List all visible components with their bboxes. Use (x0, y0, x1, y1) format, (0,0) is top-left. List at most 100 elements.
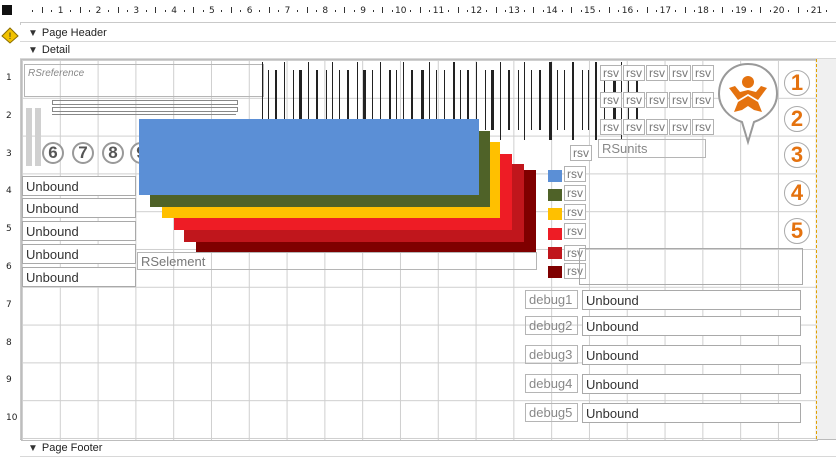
debug-label[interactable]: debug5 (525, 403, 578, 422)
rsv-field[interactable]: rsv (623, 119, 645, 135)
debug-value-field[interactable]: Unbound (582, 345, 801, 365)
ruler-number: 9 (6, 375, 12, 386)
color-swatch-crimson[interactable] (548, 247, 562, 259)
rsv-field[interactable]: rsv (646, 119, 668, 135)
debug-value-field[interactable]: Unbound (582, 290, 801, 310)
page-header-section[interactable]: ▼ Page Header (20, 25, 836, 42)
debug-label[interactable]: debug2 (525, 316, 578, 335)
rsv-field[interactable]: rsv (600, 119, 622, 135)
number-badge-1[interactable]: 1 (784, 70, 810, 96)
ruler-tick (41, 7, 43, 13)
rsunits-field[interactable]: RSunits (598, 139, 706, 158)
vertical-bar-shape[interactable] (26, 108, 32, 166)
ruler-number: 10 (395, 6, 407, 16)
barcode-line (557, 70, 558, 130)
rsv-field[interactable]: rsv (692, 65, 714, 81)
rselement-label: RSelement (141, 253, 206, 269)
ruler-tick (495, 7, 497, 13)
color-swatch-darkred[interactable] (548, 266, 562, 278)
chevron-down-icon: ▼ (28, 442, 38, 454)
line-shape[interactable] (52, 114, 236, 115)
rsv-field[interactable]: rsv (564, 185, 586, 201)
line-shape[interactable] (52, 100, 238, 105)
barcode-line (380, 62, 381, 140)
rsv-field[interactable]: rsv (669, 65, 691, 81)
barcode-line (436, 70, 437, 130)
rsv-field[interactable]: rsv (564, 204, 586, 220)
rsv-field[interactable]: rsv (646, 92, 668, 108)
ruler-number: 8 (6, 337, 12, 348)
barcode-line (429, 62, 430, 140)
number-badge-8[interactable]: 8 (102, 142, 124, 164)
rsv-field[interactable]: rsv (669, 119, 691, 135)
ruler-tick (382, 7, 384, 13)
ruler-tick (712, 10, 714, 12)
debug-value-field[interactable]: Unbound (582, 316, 801, 336)
number-badge-4[interactable]: 4 (784, 180, 810, 206)
detail-section[interactable]: ▼ Detail (20, 42, 836, 59)
debug-label[interactable]: debug4 (525, 374, 578, 393)
horizontal-ruler: 1 2 3 4 5 6 7 8 9 10 11 12 13 14 15 16 17 18 19 20 21 (0, 0, 836, 23)
debug-value-field[interactable]: Unbound (582, 403, 801, 423)
barcode-line (411, 70, 413, 130)
unbound-field-3[interactable]: Unbound (22, 221, 136, 241)
number-badge-7[interactable]: 7 (72, 142, 94, 164)
rsv-field[interactable]: rsv (692, 119, 714, 135)
figure-logo-icon[interactable] (716, 62, 780, 148)
number-badge-2[interactable]: 2 (784, 106, 810, 132)
barcode-line (332, 62, 333, 140)
rsv-field[interactable]: rsv (564, 166, 586, 182)
vertical-bar-shape[interactable] (35, 108, 41, 166)
unbound-field-5[interactable]: Unbound (22, 267, 136, 287)
number-badge-6[interactable]: 6 (42, 142, 64, 164)
ruler-number: 18 (697, 6, 709, 16)
debug-label[interactable]: debug1 (525, 290, 578, 309)
color-swatch-gold[interactable] (548, 208, 562, 220)
rsv-field[interactable]: rsv (646, 65, 668, 81)
barcode-line (372, 70, 373, 130)
ruler-origin-marker[interactable] (2, 5, 12, 15)
barcode-line (539, 70, 541, 130)
number-badge-3[interactable]: 3 (784, 142, 810, 168)
barcode-line (357, 62, 358, 140)
chevron-down-icon: ▼ (28, 27, 38, 39)
rsv-field[interactable]: rsv (564, 223, 586, 239)
chevron-down-icon: ▼ (28, 44, 38, 56)
debug-label[interactable]: debug3 (525, 345, 578, 364)
rsreference-label: RSreference (28, 68, 85, 79)
unbound-field-2[interactable]: Unbound (22, 198, 136, 218)
ruler-tick (108, 10, 110, 12)
page-header-label: Page Header (41, 27, 107, 39)
rsv-field[interactable]: rsv (669, 92, 691, 108)
rsv-field[interactable]: rsv (623, 65, 645, 81)
ruler-number: 4 (171, 6, 177, 16)
ruler-tick (693, 10, 695, 12)
ruler-tick (467, 10, 469, 12)
unbound-field-1[interactable]: Unbound (22, 176, 136, 196)
unbound-field-4[interactable]: Unbound (22, 244, 136, 264)
number-badge-5[interactable]: 5 (784, 218, 810, 244)
rselement-field[interactable]: RSelement (137, 252, 537, 270)
ruler-number: 17 (659, 6, 672, 16)
color-swatch-red[interactable] (548, 228, 562, 240)
ruler-tick (268, 7, 270, 13)
ruler-tick (315, 10, 317, 12)
bar-blue[interactable] (139, 119, 479, 195)
ruler-tick (183, 10, 185, 12)
rsreference-field[interactable]: RSreference (24, 64, 264, 97)
color-swatch-blue[interactable] (548, 170, 562, 182)
barcode-line (339, 70, 340, 130)
rsv-field[interactable]: rsv (600, 65, 622, 81)
rsv-field[interactable]: rsv (623, 92, 645, 108)
page-footer-section[interactable]: ▼ Page Footer (20, 439, 836, 457)
color-swatch-olive[interactable] (548, 189, 562, 201)
rsv-field[interactable]: rsv (600, 92, 622, 108)
rsv-field[interactable]: rsv (570, 145, 592, 161)
line-shape[interactable] (52, 107, 238, 112)
warning-icon[interactable]: ! (0, 26, 20, 44)
ruler-tick (760, 7, 762, 13)
ruler-number: 2 (6, 110, 12, 121)
debug-value-field[interactable]: Unbound (582, 374, 801, 394)
empty-field[interactable] (579, 248, 803, 285)
rsv-field[interactable]: rsv (692, 92, 714, 108)
